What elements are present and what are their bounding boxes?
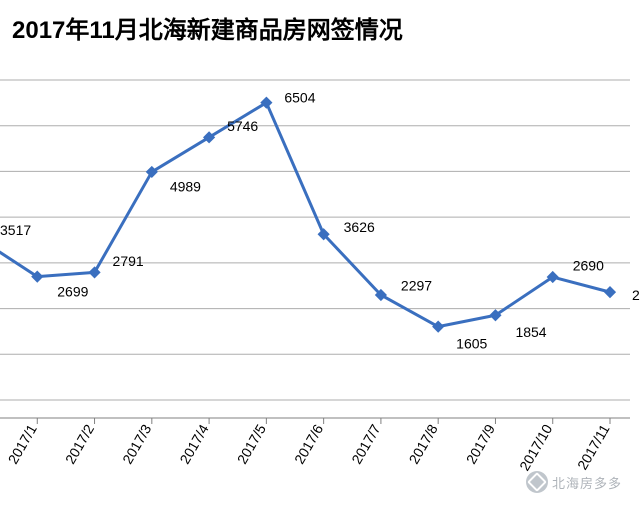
data-marker [605, 287, 616, 298]
x-axis-label: 2017/3 [119, 421, 154, 466]
data-label: 1854 [515, 324, 546, 340]
x-axis-label: 2017/5 [234, 421, 269, 466]
data-label: 6504 [284, 89, 315, 105]
x-axis-label: 2017/11 [574, 421, 613, 472]
data-label: 2297 [401, 278, 432, 294]
watermark-icon [526, 471, 548, 493]
chart-title: 2017年11月北海新建商品房网签情况 [12, 10, 403, 45]
watermark: 北海房多多 [526, 471, 622, 493]
data-label: 2791 [113, 253, 144, 269]
data-label: 2699 [57, 283, 88, 299]
x-axis-label: 2017/8 [406, 421, 441, 466]
line-chart: 2017/1 2017/2 2017/3 2017/4 2017/5 2017/6 2017… [0, 50, 640, 513]
data-label: 1605 [456, 335, 487, 351]
data-label: 4989 [170, 179, 201, 195]
x-axis-label: 2017/2 [62, 421, 97, 466]
x-axis-label: 2017/6 [291, 421, 326, 466]
data-label: 2690 [573, 258, 604, 274]
x-axis-label: 2017/7 [348, 421, 383, 466]
data-label: 3626 [344, 219, 375, 235]
data-label: 3517 [0, 222, 31, 238]
x-axis-label: 2017/4 [176, 421, 211, 466]
x-axis-label: 2017/9 [463, 421, 498, 466]
x-axis-label: 2017/1 [5, 421, 40, 466]
data-label: 2360 [632, 287, 640, 303]
x-axis-label: 2017/10 [516, 421, 555, 473]
data-line [0, 103, 610, 327]
data-label: 5746 [227, 118, 258, 134]
watermark-text: 北海房多多 [552, 473, 622, 492]
